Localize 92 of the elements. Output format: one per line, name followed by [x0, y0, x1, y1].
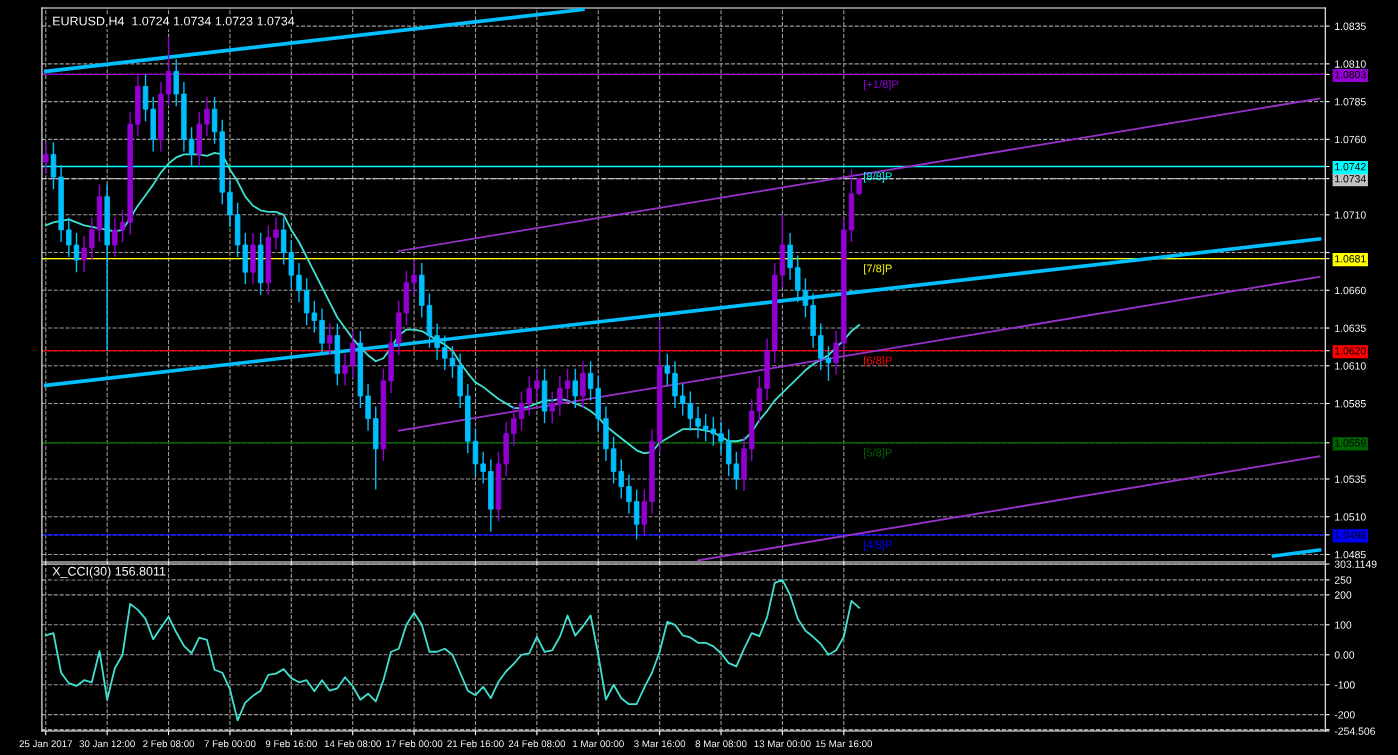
y-tick-label: 1.0510 — [1335, 513, 1366, 521]
candlestick — [526, 375, 532, 417]
candlestick — [112, 217, 118, 258]
candlestick — [480, 451, 486, 485]
candlestick — [89, 217, 95, 261]
candlestick — [296, 262, 302, 304]
y-tick-label: 250 — [1334, 576, 1352, 584]
candlestick — [633, 488, 640, 541]
y-tick-label: 1.0803 — [1335, 70, 1366, 79]
candlestick — [204, 96, 210, 138]
y-tick-label: 1.0635 — [1335, 324, 1366, 332]
x-tick-label: 14 Feb 08:00 — [324, 740, 381, 748]
y-tick-label: 1.0620 — [1335, 347, 1366, 355]
candlestick — [511, 405, 517, 447]
y-tick-label: 1.0760 — [1335, 135, 1366, 144]
y-tick-label: 1.0710 — [1335, 211, 1366, 219]
line-series — [44, 578, 861, 722]
y-tick-label: 0.00 — [1334, 651, 1355, 659]
x-tick-label: 8 Mar 08:00 — [695, 740, 747, 748]
candlestick — [518, 390, 525, 432]
y-tick-label: 1.0810 — [1335, 60, 1366, 68]
candlestick — [564, 368, 571, 402]
candlestick — [434, 322, 440, 361]
x-tick-label: 1 Mar 00:00 — [573, 740, 624, 748]
ref-line-label: [5/8]P — [864, 448, 892, 459]
y-tick-label: -200 — [1334, 711, 1355, 719]
ref-line-label: [6/8]P — [864, 356, 892, 367]
candlestick — [227, 179, 233, 228]
ref-line-label: [4/8]P — [864, 540, 892, 551]
y-tick-label: 1.0734 — [1335, 175, 1366, 183]
y-tick-label: 1.0559 — [1335, 439, 1366, 447]
candlestick — [534, 368, 540, 402]
candlestick — [342, 353, 348, 387]
text: EURUSD,H4 1.0724 1.0734 1.0723 1.0734 — [53, 16, 295, 27]
candlestick — [580, 360, 586, 409]
chart-title: X_CCI(30) 156.8011 — [52, 566, 166, 579]
candlestick — [319, 307, 325, 356]
y-tick-label: 1.0835 — [1335, 22, 1366, 30]
y-tick-label: 1.0498 — [1335, 531, 1366, 539]
candlestick — [557, 375, 563, 417]
x-tick-label: 9 Feb 16:00 — [265, 740, 317, 748]
x-tick-label: 17 Feb 00:00 — [386, 740, 443, 748]
ref-line-label: [+1/8]P — [864, 79, 899, 91]
y-tick-label: 1.0785 — [1335, 98, 1366, 106]
candlestick — [641, 488, 648, 538]
candlestick — [43, 141, 49, 175]
x-tick-label: 24 Feb 08:00 — [508, 740, 566, 748]
candlestick — [664, 353, 671, 387]
y-tick-label: 1.0585 — [1335, 400, 1366, 408]
x-tick-label: 21 Feb 16:00 — [447, 740, 504, 748]
y-tick-label: 100 — [1335, 621, 1352, 629]
candlestick — [81, 235, 87, 273]
candlestick — [549, 390, 555, 424]
ref-line-label: [7/8]P — [864, 264, 892, 275]
y-tick-label: 1.0485 — [1335, 550, 1366, 559]
x-tick-label: 25 Jan 2017 — [19, 740, 73, 748]
candlestick — [818, 322, 824, 371]
x-tick-label: 2 Feb 08:00 — [143, 740, 195, 748]
candlestick — [326, 322, 333, 356]
candlestick — [833, 330, 839, 376]
y-tick-label: 1.0535 — [1335, 475, 1366, 483]
x-tick-label: 15 Mar 16:00 — [815, 740, 873, 748]
candlestick — [142, 73, 149, 122]
candlestick — [626, 473, 632, 515]
y-tick-label: -100 — [1334, 681, 1355, 689]
candlestick — [188, 126, 195, 168]
candlestick — [66, 217, 72, 258]
x-tick-label: 7 Feb 00:00 — [204, 740, 256, 748]
candlestick — [411, 259, 417, 296]
candlestick — [119, 209, 126, 243]
y-tick-label: 1.0681 — [1335, 255, 1366, 263]
y-tick-label: 303.1149 — [1334, 560, 1377, 568]
x-tick-label: 3 Mar 16:00 — [634, 740, 686, 748]
candlestick — [695, 405, 701, 439]
candlestick — [572, 368, 578, 409]
candlestick — [787, 232, 793, 281]
y-tick-label: -254.506 — [1334, 727, 1375, 735]
x-tick-label: 13 Mar 00:00 — [754, 740, 811, 748]
y-tick-label: 1.0610 — [1335, 362, 1366, 370]
candlestick — [50, 141, 57, 190]
candlestick — [472, 428, 479, 477]
candlestick — [718, 420, 724, 455]
candlestick — [442, 334, 448, 371]
candlestick — [273, 217, 279, 251]
x-tick-label: 30 Jan 12:00 — [79, 740, 135, 748]
y-tick-label: 1.0660 — [1335, 286, 1366, 295]
candlestick — [365, 383, 371, 432]
candlestick — [73, 232, 80, 273]
candlestick — [672, 360, 678, 409]
y-tick-label: 1.0742 — [1335, 163, 1366, 171]
y-tick-label: 200 — [1334, 591, 1352, 599]
candlestick — [349, 330, 356, 379]
